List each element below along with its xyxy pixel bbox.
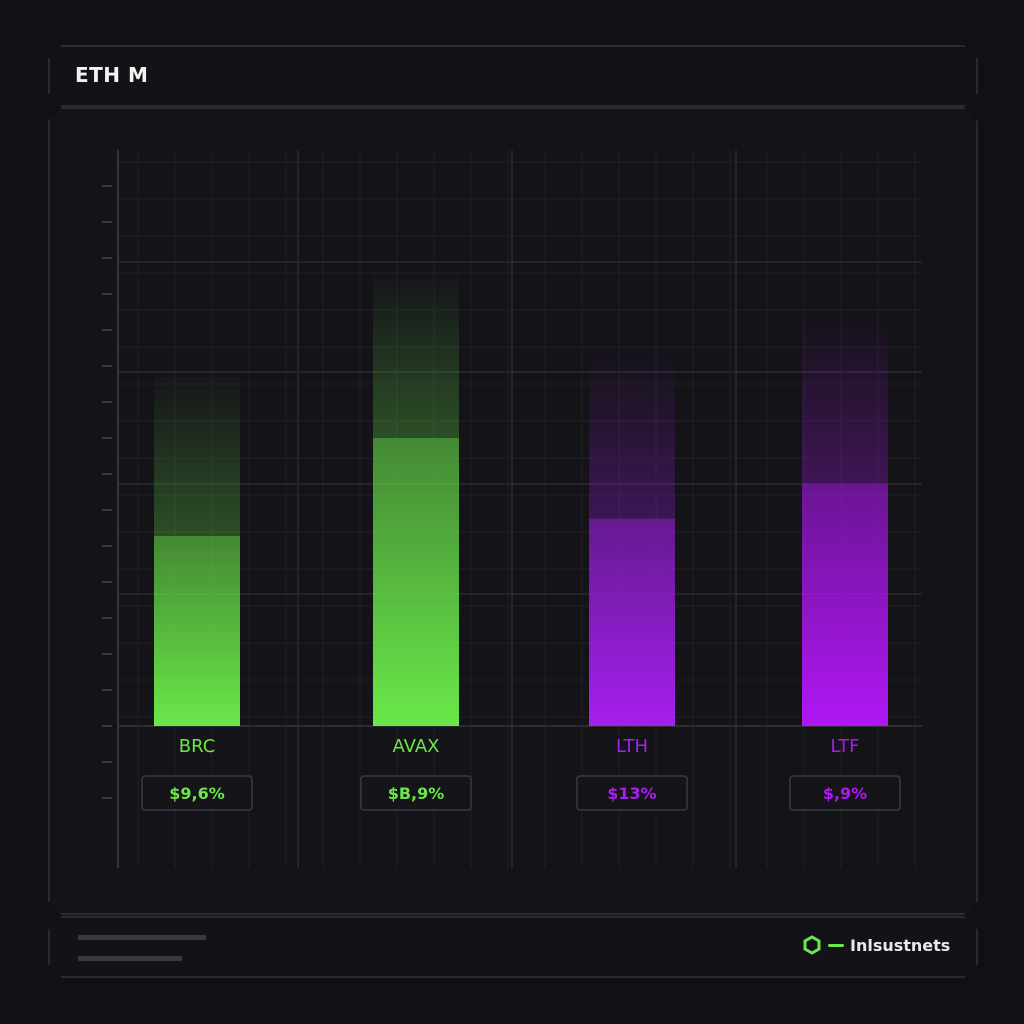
brand-link[interactable]: Inlsustnets (802, 935, 950, 955)
brand-name: Inlsustnets (850, 935, 951, 955)
bar-brc[interactable] (154, 535, 240, 726)
category-label-ltf: LTF (831, 736, 860, 757)
brand-dash (828, 943, 844, 947)
bar-glow-ltf (802, 314, 888, 485)
footer-placeholder-line (78, 935, 206, 940)
bar-lth[interactable] (589, 518, 675, 726)
value-badges: $9,6% $B,9% $13% $,9% (141, 775, 901, 811)
header-bar (48, 45, 978, 107)
category-label-brc: BRC (179, 736, 216, 757)
value-label-avax: $B,9% (388, 784, 445, 803)
footer-bar (48, 916, 978, 978)
hexagon-icon (803, 935, 821, 955)
bars (154, 268, 888, 726)
bar-glow-avax (373, 268, 459, 438)
bar-ltf[interactable] (802, 484, 888, 726)
bar-glow-brc (154, 365, 240, 536)
category-label-avax: AVAX (393, 736, 440, 757)
chart-grid (102, 150, 922, 868)
page-title: ETH M (75, 63, 149, 87)
value-badge-avax (360, 775, 472, 811)
value-badge-ltf (789, 775, 901, 811)
value-label-lth: $13% (607, 784, 656, 803)
bar-glow-lth (589, 348, 675, 519)
bar-avax[interactable] (373, 438, 459, 726)
category-label-lth: LTH (616, 736, 648, 757)
category-labels: BRC AVAX LTH LTF (179, 736, 860, 757)
value-label-ltf: $,9% (823, 784, 867, 803)
value-badge-lth (576, 775, 688, 811)
footer-placeholder-line (78, 956, 182, 961)
value-label-brc: $9,6% (169, 784, 225, 803)
value-badge-brc (141, 775, 253, 811)
